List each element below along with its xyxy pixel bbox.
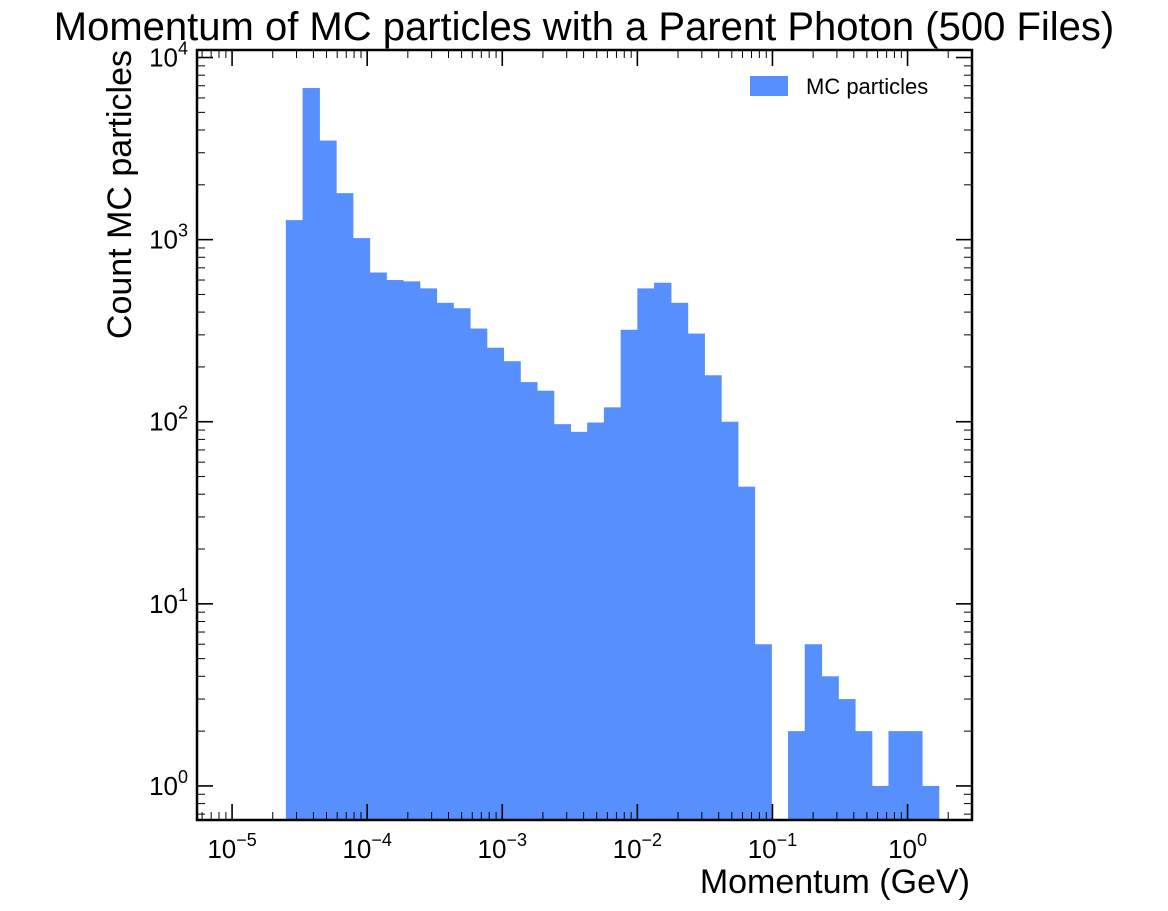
histogram-bar	[754, 644, 772, 820]
histogram-bar	[319, 140, 337, 820]
histogram-bar	[687, 333, 705, 820]
histogram-bar	[804, 644, 823, 820]
histogram-bar	[838, 699, 856, 820]
y-axis-label: Count MC particles	[101, 50, 139, 339]
x-axis-label: Momentum (GeV)	[700, 863, 970, 901]
histogram-bar	[570, 431, 588, 820]
axis-ticks	[197, 50, 973, 820]
histogram-bar	[520, 382, 538, 820]
x-tick-label: 100	[888, 830, 927, 864]
x-tick-label: 10−2	[613, 830, 662, 864]
y-tick-label: 103	[149, 221, 188, 255]
x-tick-label: 10−1	[748, 830, 797, 864]
histogram-bar	[821, 676, 839, 820]
histogram-bar	[302, 88, 320, 821]
histogram-bar	[336, 193, 354, 820]
x-tick-label: 10−3	[478, 830, 527, 864]
y-tick-label: 104	[149, 39, 188, 73]
histogram-bar	[285, 220, 304, 821]
histogram-bar	[670, 302, 689, 820]
legend: MC particles	[750, 74, 928, 99]
x-tick-label: 10−5	[207, 830, 256, 864]
y-tick-label: 102	[149, 403, 188, 437]
histogram-bar	[737, 486, 756, 820]
histogram-bar	[704, 375, 722, 820]
histogram-bar	[637, 288, 655, 820]
histogram-bar	[436, 302, 454, 820]
histogram-bar	[369, 272, 387, 820]
histogram-bar	[921, 785, 940, 820]
histogram-bar	[503, 361, 521, 820]
histogram-bar	[453, 308, 471, 820]
chart-title: Momentum of MC particles with a Parent P…	[54, 5, 1114, 49]
histogram-bar	[587, 422, 605, 820]
legend-label: MC particles	[806, 74, 928, 99]
histogram-bar	[854, 731, 873, 820]
y-tick-labels: 100 101 102 103 104	[149, 39, 188, 801]
legend-swatch	[750, 76, 788, 96]
y-tick-label: 100	[149, 767, 188, 801]
histogram-bar	[553, 424, 572, 820]
histogram-bar	[788, 731, 806, 820]
histogram-bar	[386, 280, 404, 820]
histogram-bar	[888, 731, 906, 820]
histogram-bar	[419, 288, 438, 820]
histogram-bar	[486, 347, 505, 820]
histogram-bars	[285, 88, 940, 821]
histogram-bar	[654, 282, 672, 821]
plot-frame	[195, 48, 974, 822]
histogram-bar	[352, 238, 371, 820]
histogram-bar	[905, 731, 923, 820]
histogram-bar	[536, 390, 555, 820]
histogram-bar	[403, 281, 421, 820]
histogram-bar	[469, 328, 488, 820]
histogram-bar	[620, 329, 638, 820]
histogram-bar	[871, 785, 890, 820]
x-tick-label: 10−4	[342, 830, 391, 864]
x-tick-labels: 10−5 10−4 10−3 10−2 10−1 100	[207, 830, 927, 864]
histogram-bar	[603, 407, 622, 820]
histogram-bar	[721, 421, 739, 820]
y-tick-label: 101	[149, 585, 188, 619]
